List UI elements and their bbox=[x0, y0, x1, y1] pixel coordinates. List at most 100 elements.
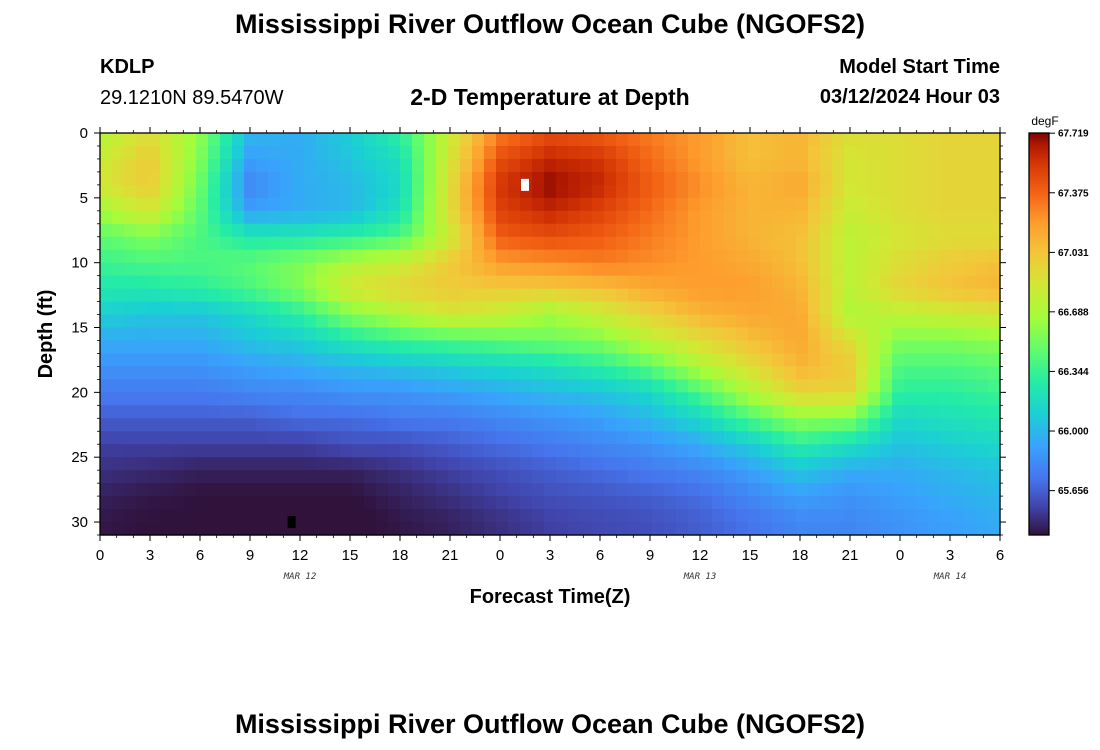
heatmap-cell bbox=[892, 340, 905, 355]
heatmap-cell bbox=[328, 522, 341, 536]
heatmap-cell bbox=[712, 171, 725, 186]
heatmap-cell bbox=[112, 236, 125, 251]
heatmap-cell bbox=[664, 158, 677, 173]
heatmap-cell bbox=[904, 327, 917, 342]
heatmap-cell bbox=[340, 405, 353, 419]
heatmap-cell bbox=[760, 470, 773, 484]
heatmap-cell bbox=[640, 431, 653, 445]
heatmap-cell bbox=[772, 275, 785, 290]
heatmap-cell bbox=[436, 457, 449, 471]
heatmap-cell bbox=[400, 405, 413, 419]
heatmap-cell bbox=[820, 327, 833, 342]
heatmap-cell bbox=[976, 158, 989, 173]
heatmap-cell bbox=[388, 210, 401, 225]
heatmap-cell bbox=[268, 133, 281, 147]
heatmap-cell bbox=[448, 236, 461, 251]
heatmap-cell bbox=[616, 470, 629, 484]
heatmap-cell bbox=[544, 509, 557, 523]
heatmap-cell bbox=[532, 236, 545, 251]
heatmap-cell bbox=[808, 405, 821, 419]
heatmap-cell bbox=[880, 262, 893, 277]
heatmap-cell bbox=[820, 340, 833, 355]
heatmap-cell bbox=[268, 249, 281, 264]
heatmap-cell bbox=[676, 223, 689, 238]
heatmap-cell bbox=[580, 457, 593, 471]
heatmap-cell bbox=[712, 418, 725, 432]
heatmap-cell bbox=[160, 171, 173, 186]
heatmap-cell bbox=[160, 249, 173, 264]
heatmap-cell bbox=[820, 379, 833, 393]
heatmap-cell bbox=[952, 392, 965, 406]
heatmap-cell bbox=[508, 444, 521, 458]
heatmap-cell bbox=[208, 496, 221, 510]
heatmap-cell bbox=[664, 133, 677, 147]
heatmap-cell bbox=[952, 379, 965, 393]
heatmap-cell bbox=[388, 223, 401, 238]
heatmap-cell bbox=[160, 366, 173, 380]
heatmap-cell bbox=[172, 171, 185, 186]
heatmap-cell bbox=[868, 133, 881, 147]
heatmap-cell bbox=[784, 197, 797, 212]
heatmap-cell bbox=[856, 483, 869, 497]
heatmap-cell bbox=[916, 444, 929, 458]
heatmap-cell bbox=[340, 197, 353, 212]
heatmap-cell bbox=[952, 431, 965, 445]
heatmap-cell bbox=[568, 379, 581, 393]
heatmap-cell bbox=[544, 223, 557, 238]
heatmap-cell bbox=[880, 353, 893, 368]
heatmap-cell bbox=[832, 327, 845, 342]
heatmap-cell bbox=[112, 327, 125, 342]
heatmap-cell bbox=[244, 444, 257, 458]
heatmap-cell bbox=[340, 392, 353, 406]
heatmap-cell bbox=[484, 275, 497, 290]
heatmap-cell bbox=[700, 327, 713, 342]
heatmap-cell bbox=[760, 483, 773, 497]
heatmap-cell bbox=[472, 301, 485, 316]
heatmap-cell bbox=[592, 522, 605, 536]
heatmap-cell bbox=[688, 405, 701, 419]
heatmap-cell bbox=[208, 158, 221, 173]
heatmap-cell bbox=[292, 236, 305, 251]
heatmap-cell bbox=[868, 522, 881, 536]
heatmap-cell bbox=[148, 133, 161, 147]
heatmap-cell bbox=[844, 223, 857, 238]
heatmap-cell bbox=[304, 145, 317, 160]
heatmap-cell bbox=[856, 366, 869, 380]
heatmap-cell bbox=[424, 197, 437, 212]
heatmap-cell bbox=[772, 171, 785, 186]
heatmap-cell bbox=[640, 301, 653, 316]
heatmap-cell bbox=[208, 249, 221, 264]
heatmap-cell bbox=[112, 340, 125, 355]
heatmap-cell bbox=[796, 379, 809, 393]
heatmap-cell bbox=[892, 392, 905, 406]
heatmap-cell bbox=[148, 353, 161, 368]
heatmap-cell bbox=[724, 366, 737, 380]
heatmap-cell bbox=[916, 184, 929, 199]
heatmap-cell bbox=[280, 133, 293, 147]
heatmap-cell bbox=[568, 197, 581, 212]
heatmap-cell bbox=[388, 145, 401, 160]
heatmap-cell bbox=[448, 262, 461, 277]
heatmap-cell bbox=[316, 522, 329, 536]
heatmap-cell bbox=[496, 249, 509, 264]
heatmap-cell bbox=[388, 509, 401, 523]
heatmap-cell bbox=[928, 457, 941, 471]
heatmap-cell bbox=[700, 509, 713, 523]
heatmap-cell bbox=[112, 496, 125, 510]
heatmap-cell bbox=[892, 171, 905, 186]
heatmap-cell bbox=[280, 145, 293, 160]
heatmap-cell bbox=[400, 483, 413, 497]
heatmap-cell bbox=[244, 340, 257, 355]
heatmap-cell bbox=[976, 197, 989, 212]
heatmap-cell bbox=[148, 158, 161, 173]
heatmap-cell bbox=[520, 457, 533, 471]
heatmap-cell bbox=[304, 431, 317, 445]
heatmap-cell bbox=[412, 379, 425, 393]
heatmap-cell bbox=[748, 133, 761, 147]
heatmap-cell bbox=[124, 392, 137, 406]
heatmap-cell bbox=[484, 301, 497, 316]
heatmap-cell bbox=[460, 171, 473, 186]
heatmap-cell bbox=[724, 392, 737, 406]
heatmap-cell bbox=[580, 301, 593, 316]
heatmap-cell bbox=[364, 327, 377, 342]
